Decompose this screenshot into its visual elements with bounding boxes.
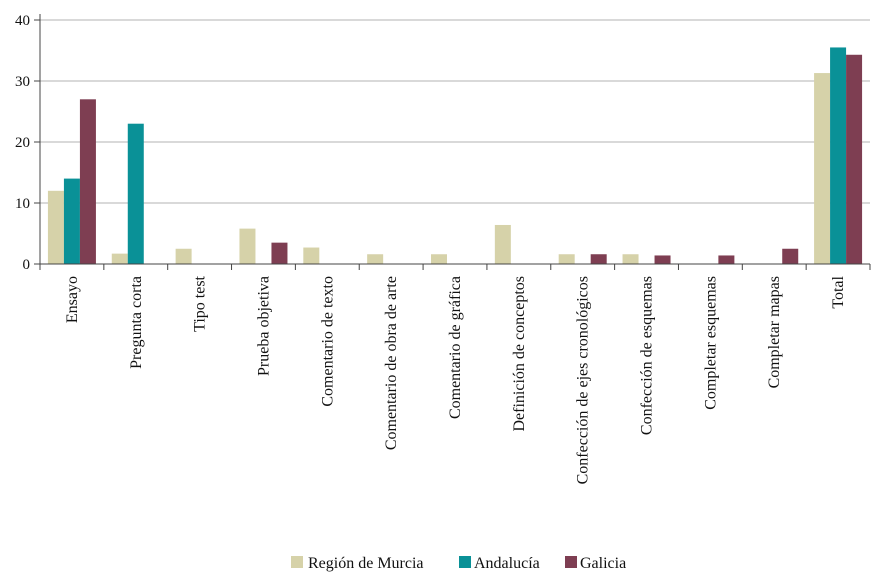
category-label: Total [830, 275, 847, 308]
category-label: Comentario de obra de arte [383, 276, 400, 450]
category-label: Confección de ejes cronológicos [575, 276, 592, 484]
bar [47, 190, 64, 264]
bar [239, 228, 256, 264]
legend-label-andalucia: Andalucía [474, 555, 540, 572]
gridlines [40, 19, 870, 204]
bar [494, 224, 511, 264]
category-label: Definición de conceptos [511, 276, 528, 432]
bar [814, 73, 831, 264]
legend-swatch-andalucia [459, 556, 471, 568]
legend-swatch-galicia [565, 556, 577, 568]
y-tick-label: 30 [15, 74, 30, 90]
category-label: Confección de esquemas [639, 276, 656, 435]
y-tick-label: 40 [15, 13, 30, 29]
bar [622, 254, 639, 264]
bars [47, 47, 863, 265]
bar [367, 254, 384, 264]
bar [830, 47, 847, 265]
bar [127, 123, 144, 264]
category-label: Tipo test [192, 275, 209, 331]
legend-label-murcia: Región de Murcia [308, 555, 424, 572]
category-label: Prueba objetiva [255, 276, 272, 376]
bar [175, 248, 192, 264]
legend-swatch-murcia [291, 556, 303, 568]
bar [111, 253, 128, 264]
category-label: Ensayo [64, 276, 81, 323]
y-tick-label: 0 [23, 257, 31, 273]
x-axis: Ensayo Pregunta corta Tipo test Prueba obje… [39, 263, 871, 484]
category-label: Comentario de gráfica [447, 276, 464, 419]
category-label: Completar esquemas [702, 276, 719, 410]
category-label: Comentario de texto [319, 276, 336, 407]
y-tick-label: 20 [15, 135, 30, 151]
category-label: Pregunta corta [128, 276, 145, 369]
legend: Región de Murcia Andalucía Galicia [291, 555, 626, 572]
bar [718, 255, 735, 264]
bar [590, 254, 607, 264]
bar [271, 242, 288, 264]
bar [431, 254, 447, 264]
bar [79, 99, 96, 264]
bar [558, 254, 575, 264]
bar [654, 255, 671, 264]
legend-label-galicia: Galicia [580, 555, 626, 572]
y-axis: 0 10 20 30 40 [15, 13, 41, 273]
bar [846, 54, 863, 264]
bar [63, 178, 80, 264]
y-tick-label: 10 [15, 196, 30, 212]
bar [303, 247, 320, 264]
bar [782, 248, 799, 264]
category-label: Completar mapas [766, 276, 783, 388]
